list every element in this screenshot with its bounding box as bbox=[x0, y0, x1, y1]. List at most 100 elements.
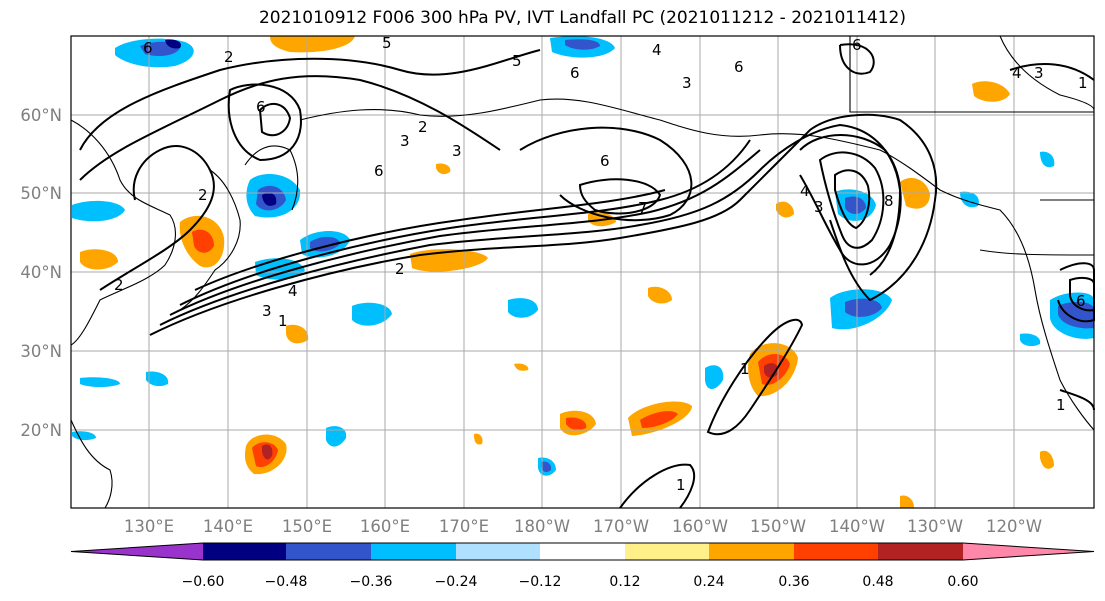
contour bbox=[1009, 63, 1095, 81]
contour-label: 3 bbox=[814, 198, 824, 216]
coastlines bbox=[70, 35, 1095, 509]
map-frame bbox=[70, 35, 1095, 509]
pv-blob bbox=[80, 249, 118, 270]
lon-label: 120°W bbox=[986, 517, 1042, 536]
contour-label: 6 bbox=[256, 98, 266, 116]
lon-label: 150°W bbox=[750, 517, 806, 536]
colorbar-segment bbox=[540, 543, 625, 560]
pv-blob bbox=[270, 36, 355, 53]
contour-label: 2 bbox=[224, 48, 234, 66]
lon-label: 130°E bbox=[124, 517, 174, 536]
lon-label: 170°W bbox=[593, 517, 649, 536]
contour-label: 1 bbox=[1056, 396, 1066, 414]
graticule bbox=[71, 36, 1094, 508]
colorbar-segment bbox=[286, 543, 371, 560]
colorbar-segment bbox=[371, 543, 456, 560]
pv-contours bbox=[79, 43, 1095, 509]
contour-label: 3 bbox=[1034, 64, 1044, 82]
colorbar-tick-label: 0.24 bbox=[693, 574, 724, 590]
colorbar-labels: −0.60 −0.48 −0.36 −0.24 −0.12 0.12 0.24 … bbox=[182, 574, 979, 590]
pv-blob bbox=[541, 461, 552, 473]
contour bbox=[818, 151, 885, 249]
colorbar-segment bbox=[203, 543, 286, 560]
contour bbox=[79, 49, 541, 151]
contour bbox=[519, 126, 693, 222]
contour-label-group: 6 2 5 6 4 3 6 2 3 6 2 6 3 2 2 4 1 3 7 6 … bbox=[114, 34, 1088, 494]
pv-blob bbox=[146, 371, 169, 387]
lat-labels: 60°N 50°N 40°N 30°N 20°N bbox=[20, 106, 62, 440]
lon-label: 170°E bbox=[439, 517, 489, 536]
pv-blob bbox=[640, 411, 678, 428]
pv-blob bbox=[192, 229, 214, 253]
colorbar-tick-label: −0.24 bbox=[435, 574, 478, 590]
contour-label: 6 bbox=[734, 58, 744, 76]
pv-blob bbox=[436, 163, 451, 175]
contour bbox=[194, 189, 666, 291]
contour-label: 2 bbox=[418, 118, 428, 136]
contour-label: 4 bbox=[652, 41, 662, 59]
lat-label: 20°N bbox=[20, 421, 62, 440]
pv-blob bbox=[1040, 450, 1054, 469]
contour bbox=[227, 83, 302, 162]
lon-label: 140°E bbox=[203, 517, 253, 536]
contour-label: 4 bbox=[1012, 64, 1022, 82]
canada-arctic bbox=[999, 35, 1095, 111]
contour-label: 1 bbox=[740, 360, 750, 378]
contour-label: 2 bbox=[114, 276, 124, 294]
pv-blob bbox=[514, 363, 529, 371]
contour-label: 4 bbox=[288, 282, 298, 300]
contour-label: 5 bbox=[382, 34, 392, 52]
lat-label: 30°N bbox=[20, 342, 62, 361]
colorbar-tick-label: 0.12 bbox=[609, 574, 640, 590]
pv-blob bbox=[286, 324, 309, 344]
lat-label: 60°N bbox=[20, 106, 62, 125]
colorbar-segment bbox=[878, 543, 963, 560]
pv-blob bbox=[776, 201, 794, 218]
contour bbox=[149, 113, 938, 336]
colorbar bbox=[70, 542, 1095, 561]
pv-blob bbox=[565, 39, 600, 50]
pv-blob bbox=[352, 302, 392, 326]
pv-blob bbox=[705, 365, 724, 389]
colorbar-tick-label: 0.48 bbox=[862, 574, 893, 590]
colorbar-segment bbox=[794, 543, 878, 560]
contour bbox=[258, 102, 292, 137]
contour-label: 6 bbox=[570, 64, 580, 82]
colorbar-tick-label: 0.36 bbox=[778, 574, 809, 590]
contour bbox=[179, 139, 751, 306]
pv-blob bbox=[165, 39, 181, 49]
contour-label: 3 bbox=[682, 74, 692, 92]
contour-label: 3 bbox=[400, 132, 410, 150]
pv-blob bbox=[764, 363, 779, 378]
pv-blob bbox=[845, 298, 882, 317]
pv-blob bbox=[72, 200, 125, 222]
contour-label: 1 bbox=[278, 312, 288, 330]
contour-label: 5 bbox=[512, 52, 522, 70]
lon-label: 160°W bbox=[672, 517, 728, 536]
contour-label: 6 bbox=[852, 36, 862, 54]
contour bbox=[799, 134, 902, 266]
contour-label: 6 bbox=[600, 152, 610, 170]
border-line bbox=[849, 36, 1094, 113]
chart-title: 2021010912 F006 300 hPa PV, IVT Landfall… bbox=[258, 8, 906, 28]
lon-label: 160°E bbox=[360, 517, 410, 536]
pv-blob bbox=[262, 444, 273, 460]
lon-label: 150°E bbox=[282, 517, 332, 536]
lat-label: 50°N bbox=[20, 184, 62, 203]
contour-label: 6 bbox=[374, 162, 384, 180]
contour-label: 3 bbox=[262, 302, 272, 320]
colorbar-tick-label: 0.60 bbox=[947, 574, 978, 590]
pv-blob bbox=[845, 196, 866, 214]
colorbar-segment bbox=[456, 543, 540, 560]
colorbar-segment bbox=[709, 543, 794, 560]
lon-label: 140°W bbox=[829, 517, 885, 536]
contour-label: 1 bbox=[1078, 74, 1088, 92]
lon-label: 180°W bbox=[514, 517, 570, 536]
lat-label: 40°N bbox=[20, 263, 62, 282]
pv-blob bbox=[1020, 333, 1041, 347]
colorbar-segment bbox=[963, 543, 1094, 560]
asia-coast-south bbox=[70, 419, 113, 509]
pv-blob bbox=[1040, 151, 1055, 168]
contour bbox=[169, 149, 761, 316]
